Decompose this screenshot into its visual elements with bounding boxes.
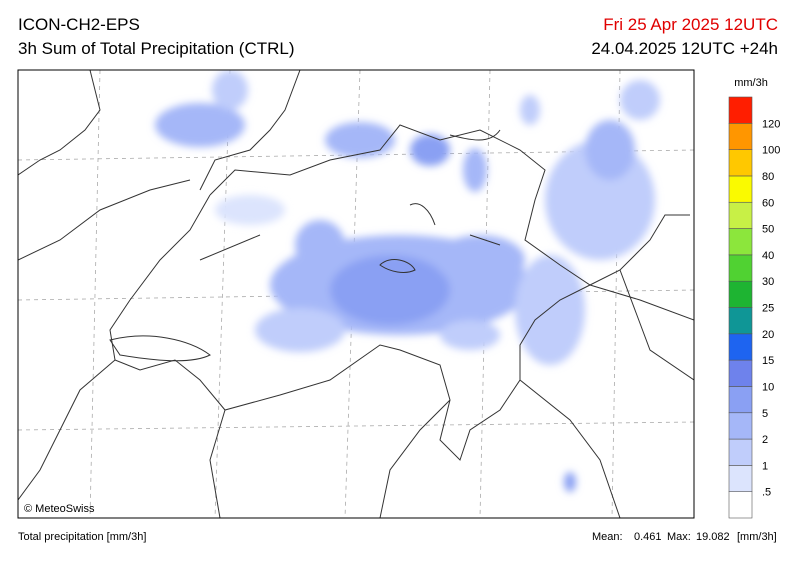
legend-swatch — [728, 412, 753, 440]
borders — [18, 70, 694, 518]
legend-label: 80 — [762, 171, 774, 183]
max-label: Max: — [667, 531, 691, 543]
legend-swatch — [728, 333, 753, 361]
footer-unit: [mm/3h] — [737, 531, 777, 543]
legend-label: 1 — [762, 460, 768, 472]
legend-label: .5 — [762, 487, 771, 499]
subtitle: 3h Sum of Total Precipitation (CTRL) — [18, 39, 295, 58]
legend-label: 100 — [762, 145, 780, 157]
legend-unit: mm/3h — [734, 77, 768, 89]
legend-swatch — [728, 307, 753, 335]
legend-label: 20 — [762, 329, 774, 341]
run-time: 24.04.2025 12UTC +24h — [591, 39, 778, 58]
mean-value: 0.461 — [634, 531, 662, 543]
legend-label: 2 — [762, 434, 768, 446]
legend-label: 60 — [762, 197, 774, 209]
legend-swatch — [728, 280, 753, 308]
legend-label: 5 — [762, 408, 768, 420]
legend-label: 50 — [762, 224, 774, 236]
mean-label: Mean: — [592, 531, 623, 543]
legend-swatch — [728, 96, 753, 124]
legend-swatch — [728, 491, 753, 519]
legend-swatch — [728, 254, 753, 282]
precipitation — [155, 70, 660, 492]
legend-swatch — [728, 438, 753, 466]
legend-swatch — [728, 359, 753, 387]
legend-label: 15 — [762, 355, 774, 367]
legend-label: 10 — [762, 381, 774, 393]
legend-label: 25 — [762, 303, 774, 315]
legend-label: 120 — [762, 118, 780, 130]
legend-swatch — [728, 175, 753, 203]
map-frame — [17, 69, 695, 519]
title: ICON-CH2-EPS — [18, 15, 140, 34]
legend-swatch — [728, 149, 753, 177]
legend-swatch — [728, 386, 753, 414]
copyright: © MeteoSwiss — [24, 503, 95, 515]
map — [18, 70, 694, 518]
legend-swatch — [728, 201, 753, 229]
legend-swatch — [728, 123, 753, 150]
legend-label: 40 — [762, 250, 774, 262]
max-value: 19.082 — [696, 531, 730, 543]
legend-swatch — [728, 465, 753, 492]
valid-time: Fri 25 Apr 2025 12UTC — [603, 15, 778, 34]
legend-swatch — [728, 228, 753, 256]
legend-label: 30 — [762, 276, 774, 288]
footer-variable: Total precipitation [mm/3h] — [18, 531, 146, 543]
